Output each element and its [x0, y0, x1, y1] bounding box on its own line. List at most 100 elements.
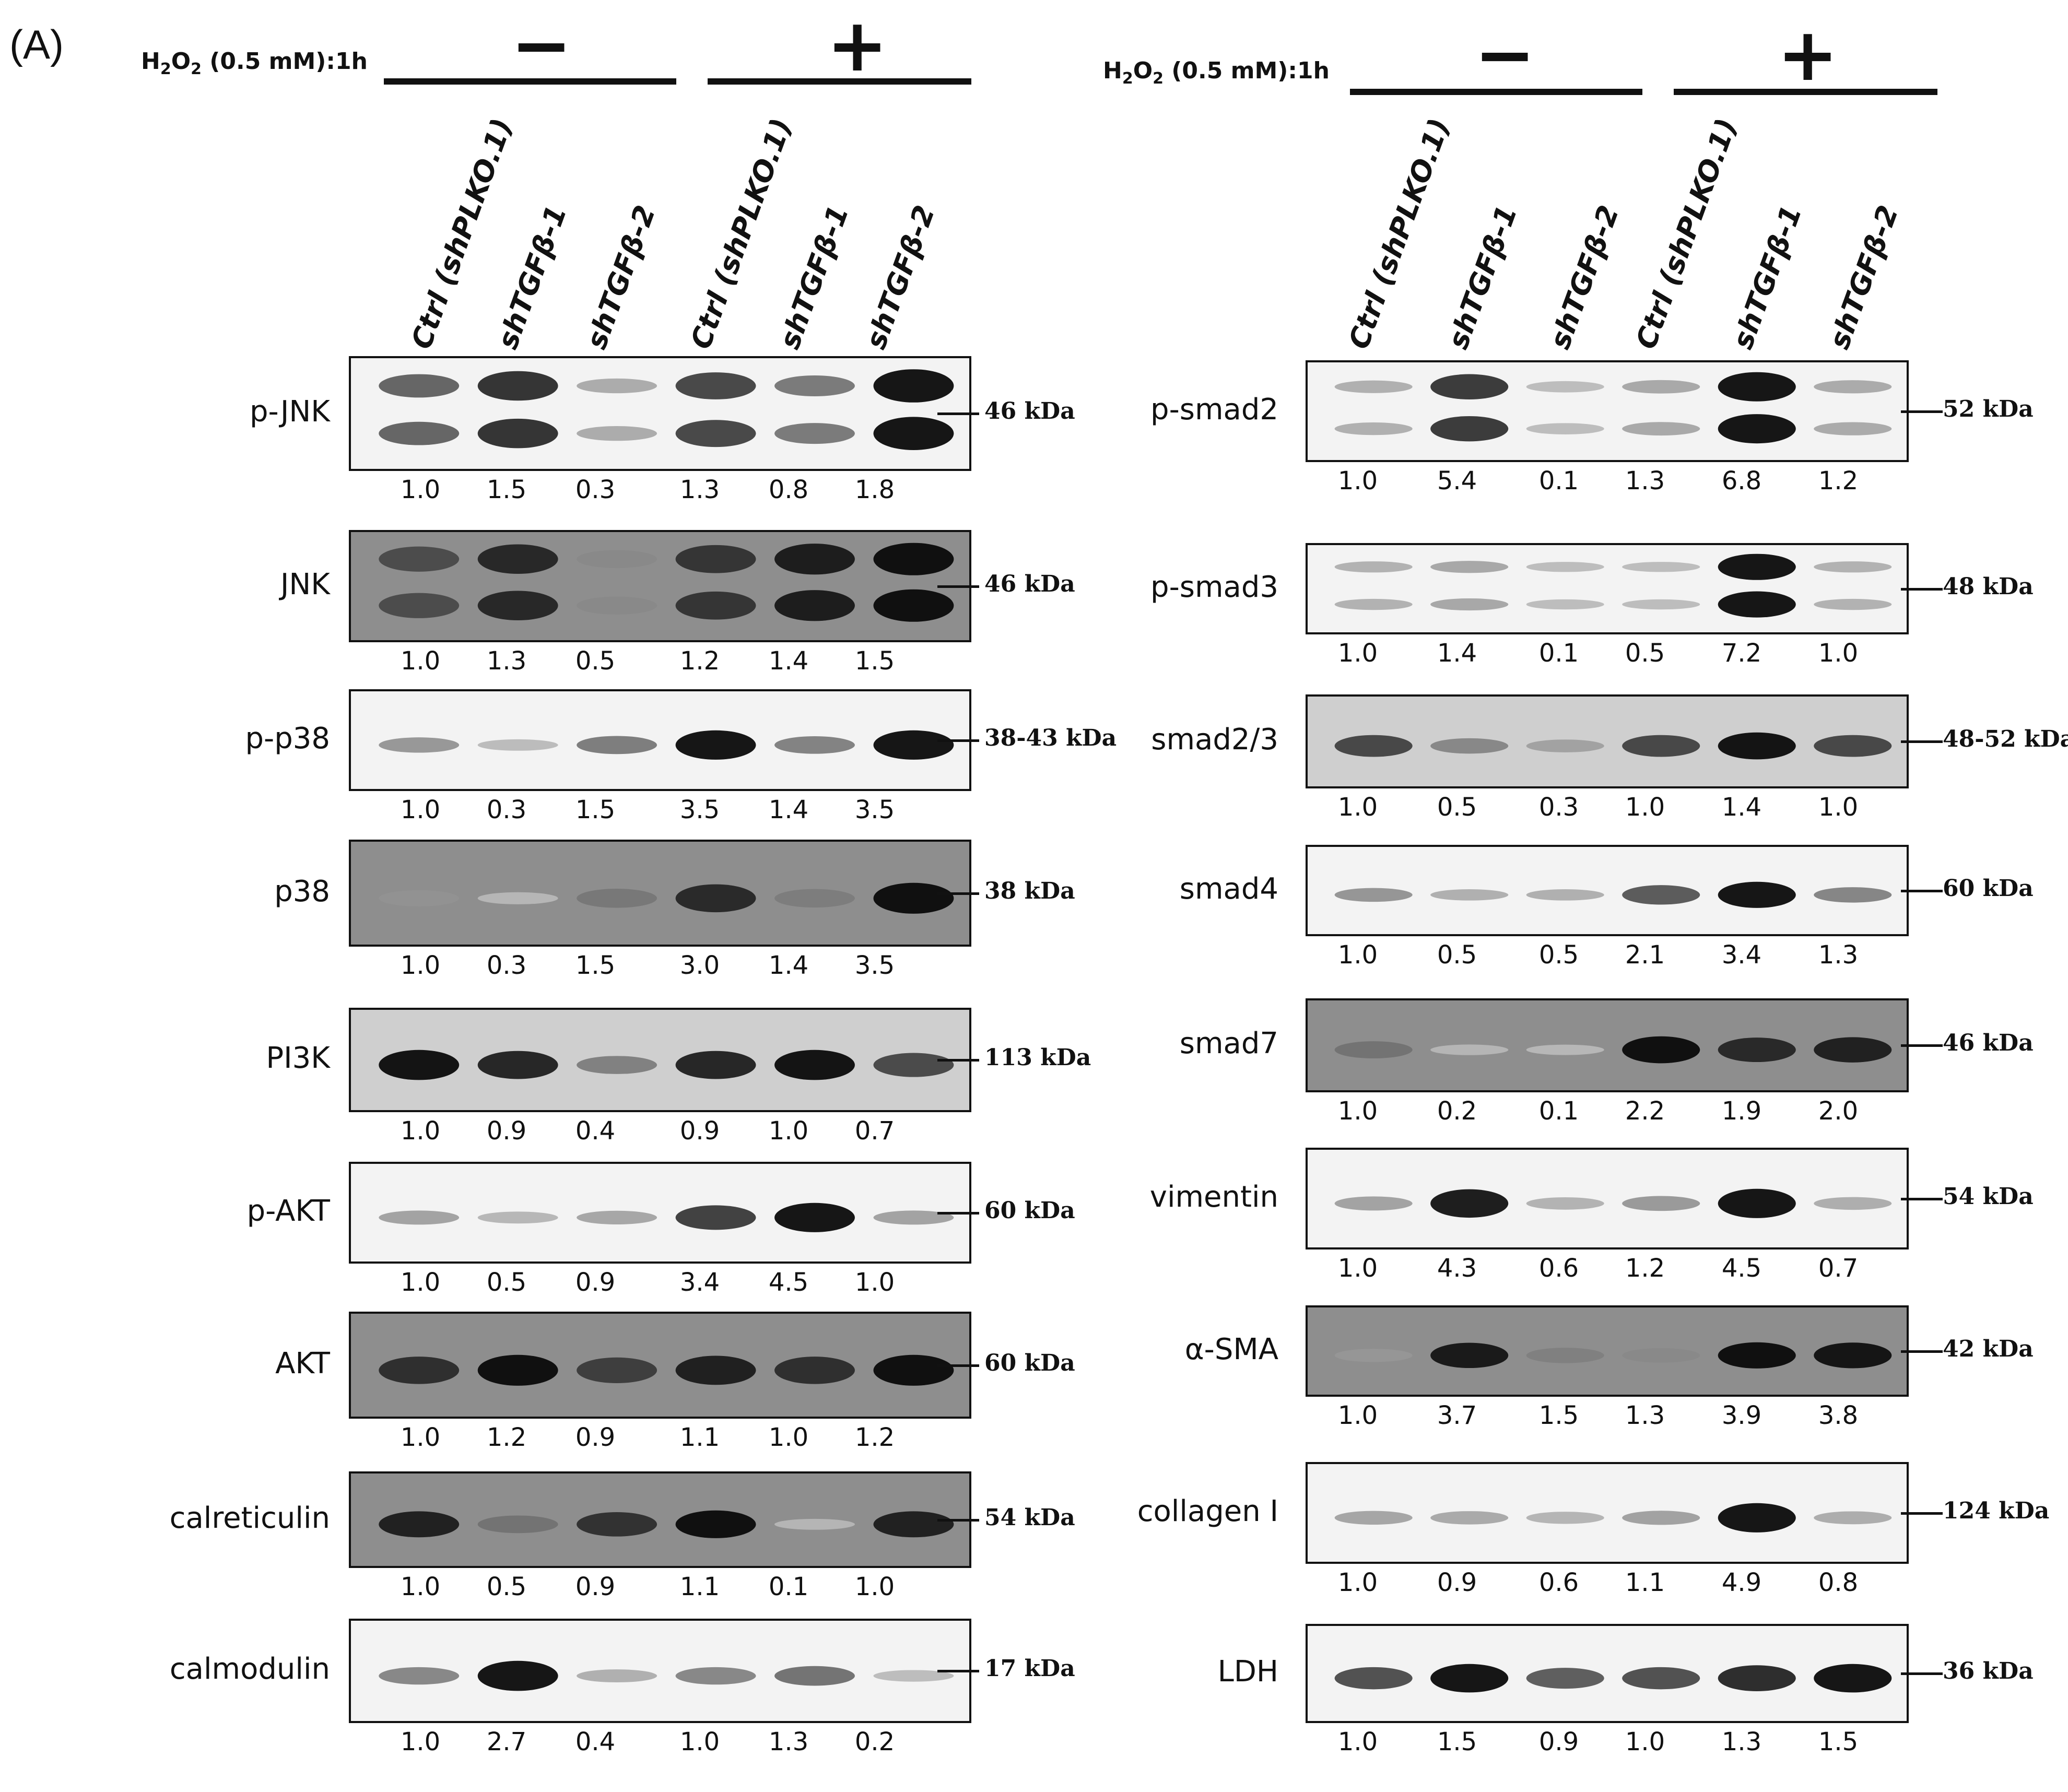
band — [675, 591, 756, 620]
quant-value-left-5-4: 0.9 — [679, 1116, 720, 1146]
band — [1430, 374, 1509, 399]
band — [379, 374, 460, 398]
band — [1814, 422, 1892, 435]
protein-label-left-2: JNK — [280, 567, 330, 602]
quant-value-left-2-3: 0.5 — [575, 646, 616, 676]
band — [1526, 381, 1604, 393]
blot-right-7 — [1306, 1305, 1909, 1397]
band — [774, 1518, 855, 1530]
quant-value-right-7-4: 1.3 — [1625, 1401, 1665, 1430]
quant-value-right-4-4: 2.1 — [1625, 940, 1665, 970]
band — [379, 1511, 460, 1538]
band — [577, 736, 657, 754]
band — [774, 423, 855, 444]
band — [1814, 561, 1892, 573]
kda-label-left-8: 54 kDa — [984, 1504, 1075, 1531]
quant-value-right-1-1: 1.0 — [1337, 466, 1378, 496]
quant-value-right-1-2: 5.4 — [1437, 466, 1477, 496]
band — [477, 1660, 558, 1691]
plus-sign-left: + — [827, 3, 888, 88]
band — [873, 1053, 954, 1077]
band — [379, 737, 460, 753]
quant-value-left-7-5: 1.0 — [768, 1423, 809, 1452]
band — [577, 1056, 657, 1074]
kda-tick-left-4 — [937, 892, 979, 895]
quant-value-left-1-2: 1.5 — [486, 475, 527, 504]
quant-value-left-1-4: 1.3 — [679, 475, 720, 504]
blot-image — [1308, 1000, 1907, 1090]
band — [379, 1667, 460, 1685]
band — [873, 589, 954, 622]
band — [477, 544, 558, 574]
band — [477, 418, 558, 449]
band — [1814, 1037, 1892, 1063]
band — [873, 417, 954, 450]
blot-image — [351, 1621, 969, 1721]
protein-label-left-1: p-JNK — [250, 395, 330, 429]
quant-value-left-6-4: 3.4 — [679, 1268, 720, 1297]
protein-label-right-4: smad4 — [1179, 871, 1278, 906]
quant-value-right-9-3: 0.9 — [1538, 1727, 1579, 1756]
band — [577, 378, 657, 394]
quant-value-right-1-3: 0.1 — [1538, 466, 1579, 496]
band — [1718, 732, 1796, 760]
band — [675, 884, 756, 913]
quant-value-left-9-2: 2.7 — [486, 1727, 527, 1756]
lane-label-right-2: shTGFβ-1 — [1441, 201, 1524, 353]
band — [1334, 1196, 1413, 1211]
quant-value-right-8-2: 0.9 — [1437, 1568, 1477, 1597]
kda-label-right-3: 48-52 kDa — [1943, 726, 2068, 752]
band — [1526, 889, 1604, 901]
band — [1718, 1038, 1796, 1063]
kda-label-right-5: 46 kDa — [1943, 1030, 2034, 1056]
lane-label-right-3: shTGFβ-2 — [1543, 201, 1626, 353]
kda-tick-right-7 — [1901, 1350, 1943, 1353]
protein-label-left-8: calreticulin — [169, 1501, 330, 1535]
kda-label-right-8: 124 kDa — [1943, 1497, 2050, 1524]
blot-left-4 — [349, 840, 971, 947]
lane-label-left-5: shTGFβ-1 — [773, 201, 855, 353]
protein-label-right-6: vimentin — [1149, 1180, 1278, 1214]
band — [675, 1510, 756, 1538]
quant-value-left-6-6: 1.0 — [854, 1268, 895, 1297]
band — [1718, 591, 1796, 618]
band — [1526, 1512, 1604, 1524]
quant-value-right-9-4: 1.0 — [1625, 1727, 1665, 1756]
band — [774, 1202, 855, 1232]
protein-label-left-4: p38 — [274, 874, 330, 909]
band — [1430, 1664, 1509, 1693]
quant-value-right-2-3: 0.1 — [1538, 639, 1579, 668]
quant-value-right-7-5: 3.9 — [1721, 1401, 1762, 1430]
quant-value-left-6-5: 4.5 — [768, 1268, 809, 1297]
quant-value-right-7-1: 1.0 — [1337, 1401, 1378, 1430]
kda-tick-right-2 — [1901, 587, 1943, 591]
quant-value-left-4-3: 1.5 — [575, 951, 616, 980]
lane-label-left-4: Ctrl (shPLKO.1) — [684, 114, 798, 353]
quant-value-right-2-6: 1.0 — [1818, 639, 1859, 668]
band — [774, 544, 855, 575]
panel-label: (A) — [9, 21, 64, 67]
band — [675, 730, 756, 760]
quant-value-left-6-2: 0.5 — [486, 1268, 527, 1297]
band — [774, 889, 855, 908]
band — [577, 550, 657, 568]
quant-value-left-3-6: 3.5 — [854, 795, 895, 824]
band — [873, 882, 954, 914]
band — [477, 1515, 558, 1534]
blot-right-3 — [1306, 694, 1909, 788]
quant-value-right-5-1: 1.0 — [1337, 1097, 1378, 1126]
band — [1526, 562, 1604, 572]
quant-value-left-9-3: 0.4 — [575, 1727, 616, 1756]
band — [1334, 422, 1413, 435]
quant-value-left-1-6: 1.8 — [854, 475, 895, 504]
band — [1814, 887, 1892, 903]
quant-value-left-9-4: 1.0 — [679, 1727, 720, 1756]
band — [1334, 735, 1413, 757]
band — [774, 1666, 855, 1686]
quant-value-left-5-1: 1.0 — [400, 1116, 441, 1146]
kda-label-left-1: 46 kDa — [984, 398, 1075, 425]
quant-value-left-5-2: 0.9 — [486, 1116, 527, 1146]
quant-value-right-2-4: 0.5 — [1625, 639, 1665, 668]
quant-value-left-8-1: 1.0 — [400, 1572, 441, 1601]
band — [1814, 380, 1892, 394]
